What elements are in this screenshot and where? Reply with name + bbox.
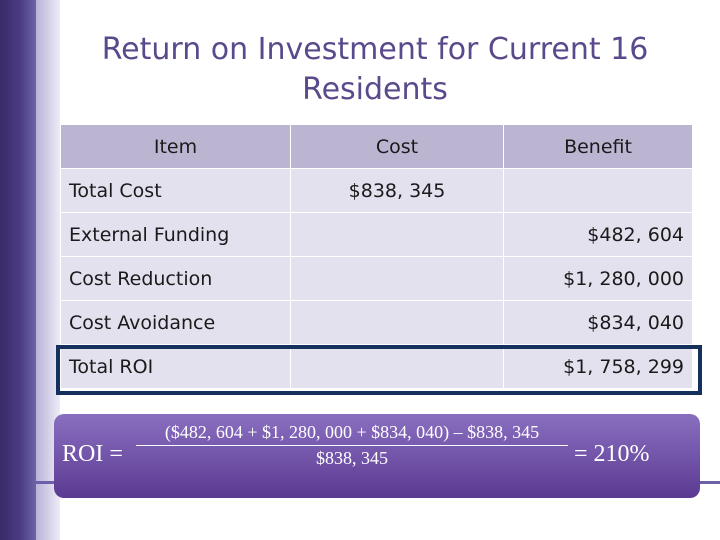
roi-formula-label: ROI = <box>62 441 123 467</box>
roi-table: Item Cost Benefit Total Cost $838, 345 E… <box>60 124 693 389</box>
row-benefit: $1, 758, 299 <box>503 344 693 389</box>
left-accent-bar <box>0 0 36 540</box>
table-row: External Funding $482, 604 <box>60 212 693 257</box>
header-cost: Cost <box>290 124 504 169</box>
roi-denominator: $838, 345 <box>316 448 388 468</box>
row-item: Cost Avoidance <box>60 300 291 345</box>
table-row-total-roi: Total ROI $1, 758, 299 <box>60 344 693 389</box>
row-cost <box>290 212 504 257</box>
roi-numerator: ($482, 604 + $1, 280, 000 + $834, 040) –… <box>136 422 568 446</box>
row-cost <box>290 344 504 389</box>
roi-result: = 210% <box>574 441 650 467</box>
row-benefit: $1, 280, 000 <box>503 256 693 301</box>
table-row: Total Cost $838, 345 <box>60 168 693 213</box>
header-item: Item <box>60 124 291 169</box>
roi-fraction: ($482, 604 + $1, 280, 000 + $834, 040) –… <box>136 422 568 469</box>
row-benefit: $482, 604 <box>503 212 693 257</box>
row-cost: $838, 345 <box>290 168 504 213</box>
row-item: Total ROI <box>60 344 291 389</box>
table-row: Cost Reduction $1, 280, 000 <box>60 256 693 301</box>
header-benefit: Benefit <box>503 124 693 169</box>
row-item: Cost Reduction <box>60 256 291 301</box>
row-benefit: $834, 040 <box>503 300 693 345</box>
table-header-row: Item Cost Benefit <box>60 124 693 169</box>
row-cost <box>290 300 504 345</box>
table-row: Cost Avoidance $834, 040 <box>60 300 693 345</box>
row-item: Total Cost <box>60 168 291 213</box>
slide-title: Return on Investment for Current 16 Resi… <box>101 32 649 107</box>
row-item: External Funding <box>60 212 291 257</box>
roi-formula-box: ROI = ($482, 604 + $1, 280, 000 + $834, … <box>54 414 700 498</box>
row-cost <box>290 256 504 301</box>
row-benefit <box>503 168 693 213</box>
